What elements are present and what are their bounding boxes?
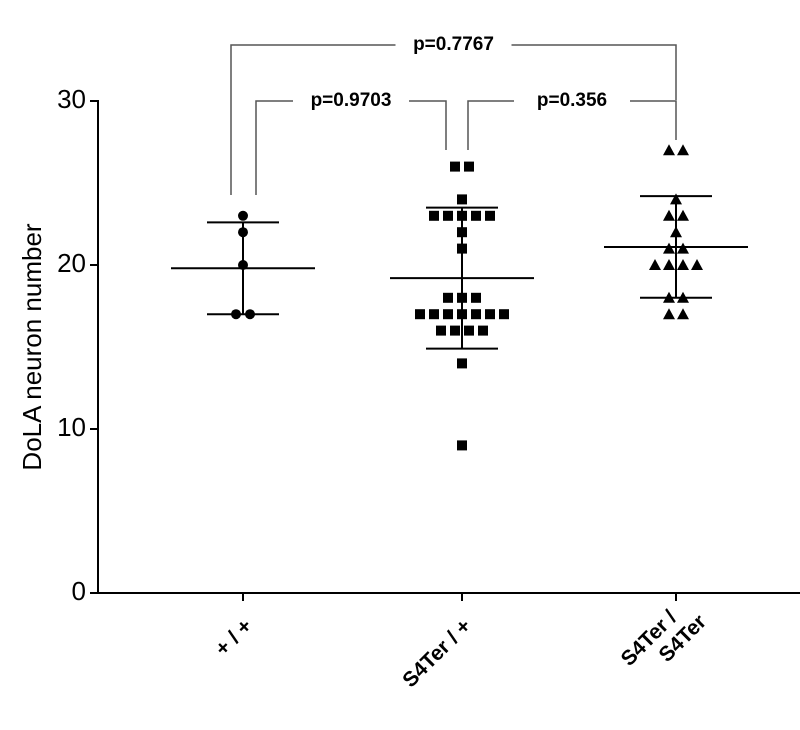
x-tick-label-line: + / + <box>210 614 256 660</box>
data-point <box>663 308 675 320</box>
data-point <box>663 144 675 156</box>
data-point <box>457 358 467 369</box>
data-point <box>499 309 509 320</box>
data-point <box>443 210 453 221</box>
data-point <box>464 161 474 172</box>
x-tick-label: + / + <box>210 614 256 660</box>
comparison-label-bg <box>293 89 409 113</box>
data-point <box>663 209 675 221</box>
data-point <box>485 210 495 221</box>
data-point <box>415 309 425 320</box>
data-point <box>429 210 439 221</box>
data-point <box>450 325 460 336</box>
x-tick-label: S4Ter / + <box>398 614 475 691</box>
data-point <box>663 259 675 270</box>
data-point <box>457 440 467 451</box>
y-tick-label: 0 <box>72 576 86 606</box>
comparison-label-bg <box>514 89 630 113</box>
data-point <box>443 292 453 303</box>
data-point <box>471 309 481 320</box>
data-point <box>471 210 481 221</box>
data-point <box>238 210 248 221</box>
data-point <box>677 259 689 270</box>
comparison-bracket <box>230 44 677 195</box>
data-point <box>677 144 689 156</box>
comparison-label: p=0.356 <box>537 90 607 111</box>
data-point <box>457 194 467 205</box>
data-point <box>464 325 474 336</box>
comparison-label-bg <box>395 33 512 57</box>
y-axis-label: DoLA neuron number <box>17 223 47 471</box>
data-point <box>485 309 495 320</box>
data-point <box>691 259 703 270</box>
data-point <box>663 242 675 254</box>
data-point <box>443 309 453 320</box>
data-point <box>677 308 689 320</box>
y-tick-label: 10 <box>57 412 86 442</box>
data-point <box>677 209 689 221</box>
data-point <box>429 309 439 320</box>
y-tick-label: 30 <box>57 84 86 114</box>
y-tick-label: 20 <box>57 248 86 278</box>
data-point <box>478 325 488 336</box>
comparison-label: p=0.9703 <box>311 90 392 111</box>
x-tick-label-line: S4Ter / + <box>398 614 475 691</box>
comparison-label: p=0.7767 <box>413 34 494 55</box>
data-point <box>436 325 446 336</box>
data-point <box>677 242 689 254</box>
data-point <box>471 292 481 303</box>
comparison-bracket <box>255 100 447 195</box>
data-point <box>649 259 661 270</box>
x-tick-label: S4Ter /S4Ter <box>616 593 710 687</box>
data-point <box>450 161 460 172</box>
